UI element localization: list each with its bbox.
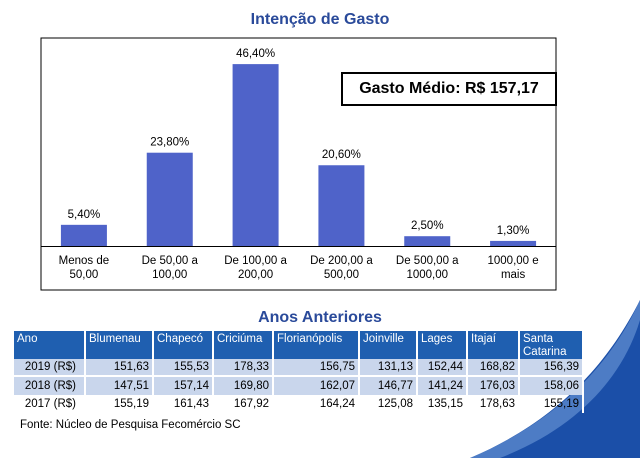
table-cell: 155,53 — [154, 359, 214, 377]
table-cell: 168,82 — [468, 359, 520, 377]
bar — [232, 64, 279, 246]
table-cell: 156,75 — [274, 359, 360, 377]
table-cell: 147,51 — [86, 377, 154, 395]
table-cell: 156,39 — [520, 359, 584, 377]
table-cell: 178,33 — [214, 359, 274, 377]
table-cell: 135,15 — [418, 395, 468, 413]
x-tick-label: 1000,00 e — [487, 255, 538, 267]
source-note: Fonte: Núcleo de Pesquisa Fecomércio SC — [20, 419, 241, 431]
table-cell: 2017 (R$) — [14, 395, 86, 413]
table-cell: 2018 (R$) — [14, 377, 86, 395]
table-cell: 158,06 — [520, 377, 584, 395]
table-cell: 146,77 — [360, 377, 418, 395]
bar — [60, 224, 107, 246]
column-header: Santa Catarina — [520, 331, 584, 359]
table-cell: 169,80 — [214, 377, 274, 395]
x-tick-label: 100,00 — [152, 269, 187, 281]
bar-chart: 5,40% Menos de 50,00 23,80% De 50,00 a 100,00… — [40, 37, 557, 291]
previous-years-table: Ano Blumenau Chapecó Criciúma Florianópo… — [14, 331, 584, 413]
column-header: Joinville — [360, 331, 418, 359]
table-cell: 2019 (R$) — [14, 359, 86, 377]
x-tick-label: 50,00 — [70, 269, 99, 281]
table-header-row: Ano Blumenau Chapecó Criciúma Florianópo… — [14, 331, 584, 359]
data-label: 23,80% — [150, 137, 189, 149]
table-cell: 125,08 — [360, 395, 418, 413]
data-label: 5,40% — [68, 209, 101, 221]
table-cell: 162,07 — [274, 377, 360, 395]
chart-title: Intenção de Gasto — [250, 11, 390, 28]
average-spend-annotation: Gasto Médio: R$ 157,17 — [341, 72, 557, 106]
table-cell: 155,19 — [86, 395, 154, 413]
data-label: 1,30% — [497, 225, 530, 237]
column-header: Blumenau — [86, 331, 154, 359]
x-tick-label: 200,00 — [238, 269, 273, 281]
table-cell: 167,92 — [214, 395, 274, 413]
x-tick-label: De 50,00 a — [142, 255, 199, 267]
table-cell: 176,03 — [468, 377, 520, 395]
table-cell: 131,13 — [360, 359, 418, 377]
table-cell: 155,19 — [520, 395, 584, 413]
bar — [490, 240, 537, 246]
bar — [318, 165, 365, 246]
x-tick-label: De 500,00 a — [396, 255, 459, 267]
table-cell: 141,24 — [418, 377, 468, 395]
table-cell: 178,63 — [468, 395, 520, 413]
x-tick-label: 1000,00 — [406, 269, 448, 281]
data-label: 20,60% — [322, 149, 361, 161]
table-title: Anos Anteriores — [258, 309, 382, 326]
x-tick-label: Menos de — [59, 255, 110, 267]
bar — [404, 236, 451, 246]
column-header: Criciúma — [214, 331, 274, 359]
x-tick-label: De 200,00 a — [310, 255, 373, 267]
x-tick-label: De 100,00 a — [224, 255, 287, 267]
column-header: Itajaí — [468, 331, 520, 359]
bar — [146, 152, 193, 246]
table-cell: 161,43 — [154, 395, 214, 413]
table-cell: 157,14 — [154, 377, 214, 395]
data-label: 46,40% — [236, 48, 275, 60]
data-label: 2,50% — [411, 220, 444, 232]
x-tick-label: 500,00 — [324, 269, 359, 281]
table-row: 2017 (R$) 155,19 161,43 167,92 164,24 12… — [14, 395, 584, 413]
column-header: Ano — [14, 331, 86, 359]
column-header: Florianópolis — [274, 331, 360, 359]
plot-frame — [40, 37, 557, 291]
table-row: 2019 (R$) 151,63 155,53 178,33 156,75 13… — [14, 359, 584, 377]
table-cell: 151,63 — [86, 359, 154, 377]
table-cell: 152,44 — [418, 359, 468, 377]
table-cell: 164,24 — [274, 395, 360, 413]
x-tick-label: mais — [501, 269, 526, 281]
column-header: Lages — [418, 331, 468, 359]
table-row: 2018 (R$) 147,51 157,14 169,80 162,07 14… — [14, 377, 584, 395]
column-header: Chapecó — [154, 331, 214, 359]
